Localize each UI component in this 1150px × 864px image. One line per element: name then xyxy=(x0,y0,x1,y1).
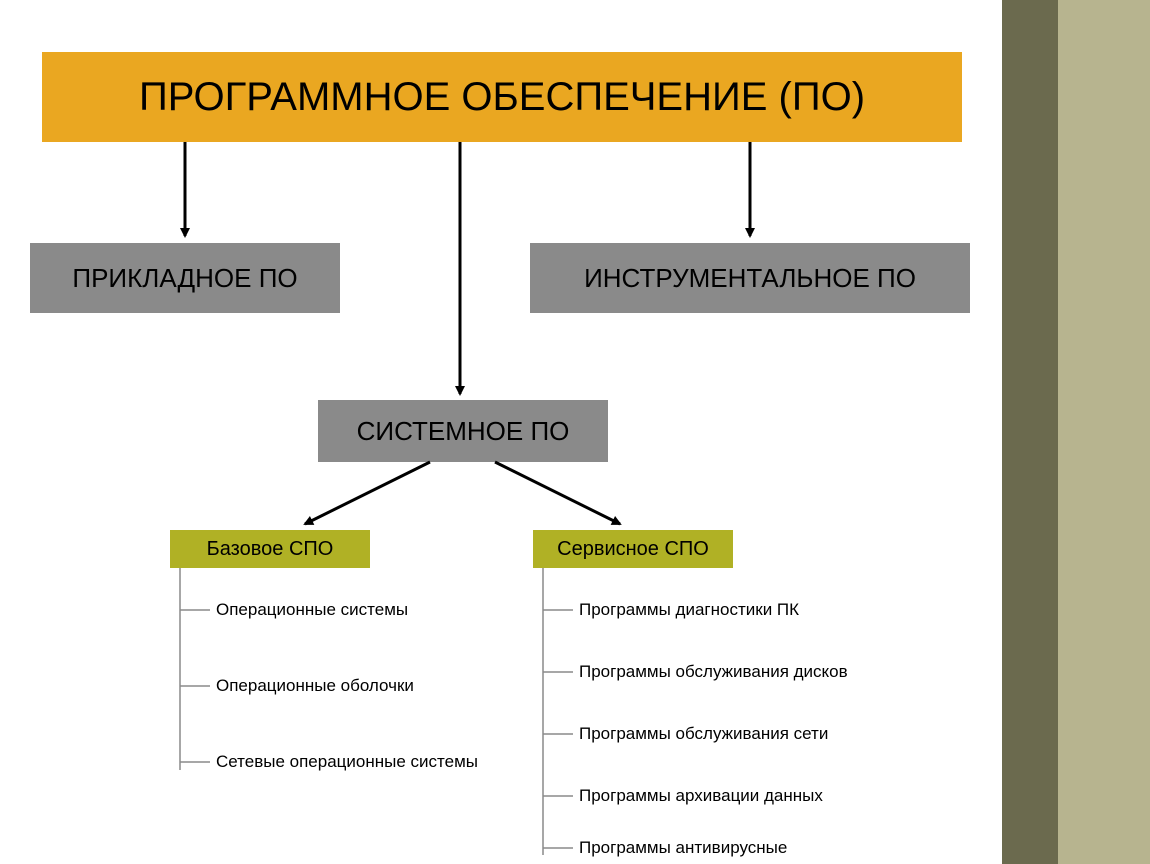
base-list-item: Сетевые операционные системы xyxy=(216,752,478,772)
service-list-item: Программы обслуживания сети xyxy=(579,724,828,744)
side-band-dark xyxy=(1002,0,1058,864)
subnode-base: Базовое СПО xyxy=(170,530,370,568)
subnode-base-text: Базовое СПО xyxy=(207,538,334,561)
subnode-service: Сервисное СПО xyxy=(533,530,733,568)
base-list-item: Операционные системы xyxy=(216,600,408,620)
title-box: ПРОГРАММНОЕ ОБЕСПЕЧЕНИЕ (ПО) xyxy=(42,52,962,142)
node-system-text: СИСТЕМНОЕ ПО xyxy=(357,416,570,447)
node-applied-text: ПРИКЛАДНОЕ ПО xyxy=(72,263,297,294)
base-list-item: Операционные оболочки xyxy=(216,676,414,696)
diagram-canvas: ПРОГРАММНОЕ ОБЕСПЕЧЕНИЕ (ПО) ПРИКЛАДНОЕ … xyxy=(0,0,1150,864)
side-band-light xyxy=(1058,0,1150,864)
arrow xyxy=(305,462,430,524)
title-text: ПРОГРАММНОЕ ОБЕСПЕЧЕНИЕ (ПО) xyxy=(139,75,865,120)
service-list-item: Программы антивирусные xyxy=(579,838,787,858)
node-applied: ПРИКЛАДНОЕ ПО xyxy=(30,243,340,313)
node-instrumental-text: ИНСТРУМЕНТАЛЬНОЕ ПО xyxy=(584,263,916,294)
node-system: СИСТЕМНОЕ ПО xyxy=(318,400,608,462)
service-list-item: Программы архивации данных xyxy=(579,786,823,806)
arrow xyxy=(495,462,620,524)
node-instrumental: ИНСТРУМЕНТАЛЬНОЕ ПО xyxy=(530,243,970,313)
service-list-item: Программы диагностики ПК xyxy=(579,600,799,620)
service-list-item: Программы обслуживания дисков xyxy=(579,662,848,682)
subnode-service-text: Сервисное СПО xyxy=(557,538,709,561)
